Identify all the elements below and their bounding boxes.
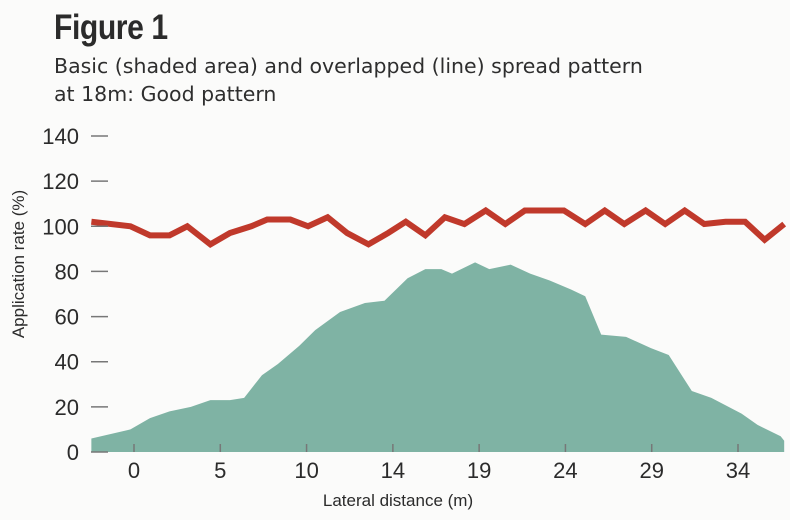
y-tick-label: 80 [55,259,79,284]
figure-subtitle-line-2: at 18m: Good pattern [54,82,277,106]
x-tick-label: 29 [639,458,663,483]
y-tick-label: 0 [67,440,79,465]
y-tick-label: 40 [55,350,79,375]
x-tick-label: 10 [294,458,318,483]
area-layer [91,262,785,452]
y-tick-label: 20 [55,395,79,420]
figure-title: Figure 1 [54,8,168,47]
x-axis: 0 5 10 14 19 24 29 34 [128,444,750,483]
basic-spread-area [91,262,785,452]
y-axis: 0 20 40 60 80 100 120 140 [42,124,108,465]
x-axis-label: Lateral distance (m) [323,491,473,510]
x-tick-label: 14 [381,458,405,483]
x-tick-label: 24 [553,458,577,483]
y-tick-label: 100 [42,214,79,239]
x-tick-label: 5 [214,458,226,483]
figure-subtitle: Basic (shaded area) and overlapped (line… [54,52,774,108]
line-layer [91,206,787,248]
overlapped-spread-line [91,206,787,248]
figure-subtitle-line-1: Basic (shaded area) and overlapped (line… [54,54,643,78]
y-axis-label: Application rate (%) [9,190,28,338]
y-tick-label: 140 [42,124,79,149]
x-tick-label: 0 [128,458,140,483]
y-tick-label: 60 [55,305,79,330]
y-tick-label: 120 [42,169,79,194]
x-tick-label: 19 [467,458,491,483]
x-tick-label: 34 [726,458,750,483]
